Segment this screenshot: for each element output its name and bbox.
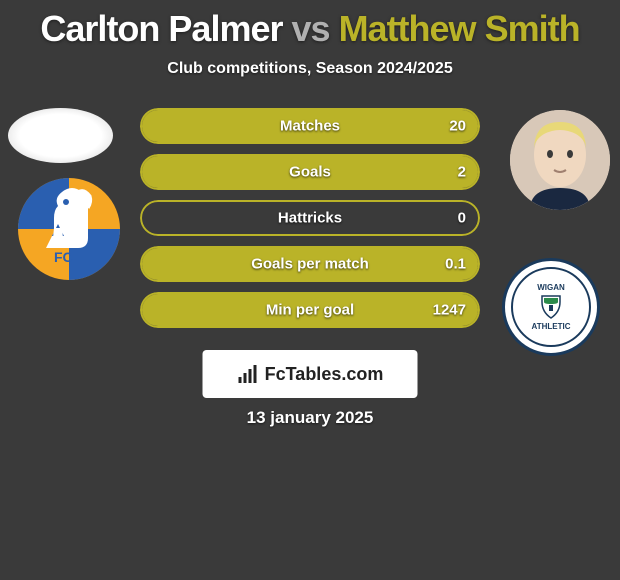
stat-bar: Goals per match 0.1	[140, 246, 480, 282]
subtitle: Club competitions, Season 2024/2025	[0, 60, 620, 78]
player1-name: Carlton Palmer	[40, 8, 282, 49]
chart-icon	[237, 363, 259, 385]
stat-bar: Goals 2	[140, 154, 480, 190]
stat-label: Goals	[289, 164, 331, 181]
player2-name: Matthew Smith	[339, 8, 580, 49]
stats-bars: Matches 20 Goals 2 Hattricks 0 Goals per match…	[0, 108, 620, 338]
stat-value-right: 0.1	[445, 256, 466, 273]
stat-value-right: 20	[449, 118, 466, 135]
logo-text: FcTables.com	[265, 364, 384, 385]
stat-value-right: 0	[458, 210, 466, 227]
comparison-title: Carlton Palmer vs Matthew Smith	[0, 0, 620, 50]
stat-label: Matches	[280, 118, 340, 135]
fctables-logo: FcTables.com	[203, 350, 418, 398]
vs-text: vs	[292, 8, 330, 49]
stat-bar: Hattricks 0	[140, 200, 480, 236]
date-text: 13 january 2025	[247, 408, 374, 428]
stat-value-right: 1247	[433, 302, 466, 319]
stat-label: Hattricks	[278, 210, 342, 227]
stat-bar: Min per goal 1247	[140, 292, 480, 328]
stat-label: Min per goal	[266, 302, 354, 319]
stat-label: Goals per match	[251, 256, 369, 273]
stat-value-right: 2	[458, 164, 466, 181]
stat-bar: Matches 20	[140, 108, 480, 144]
